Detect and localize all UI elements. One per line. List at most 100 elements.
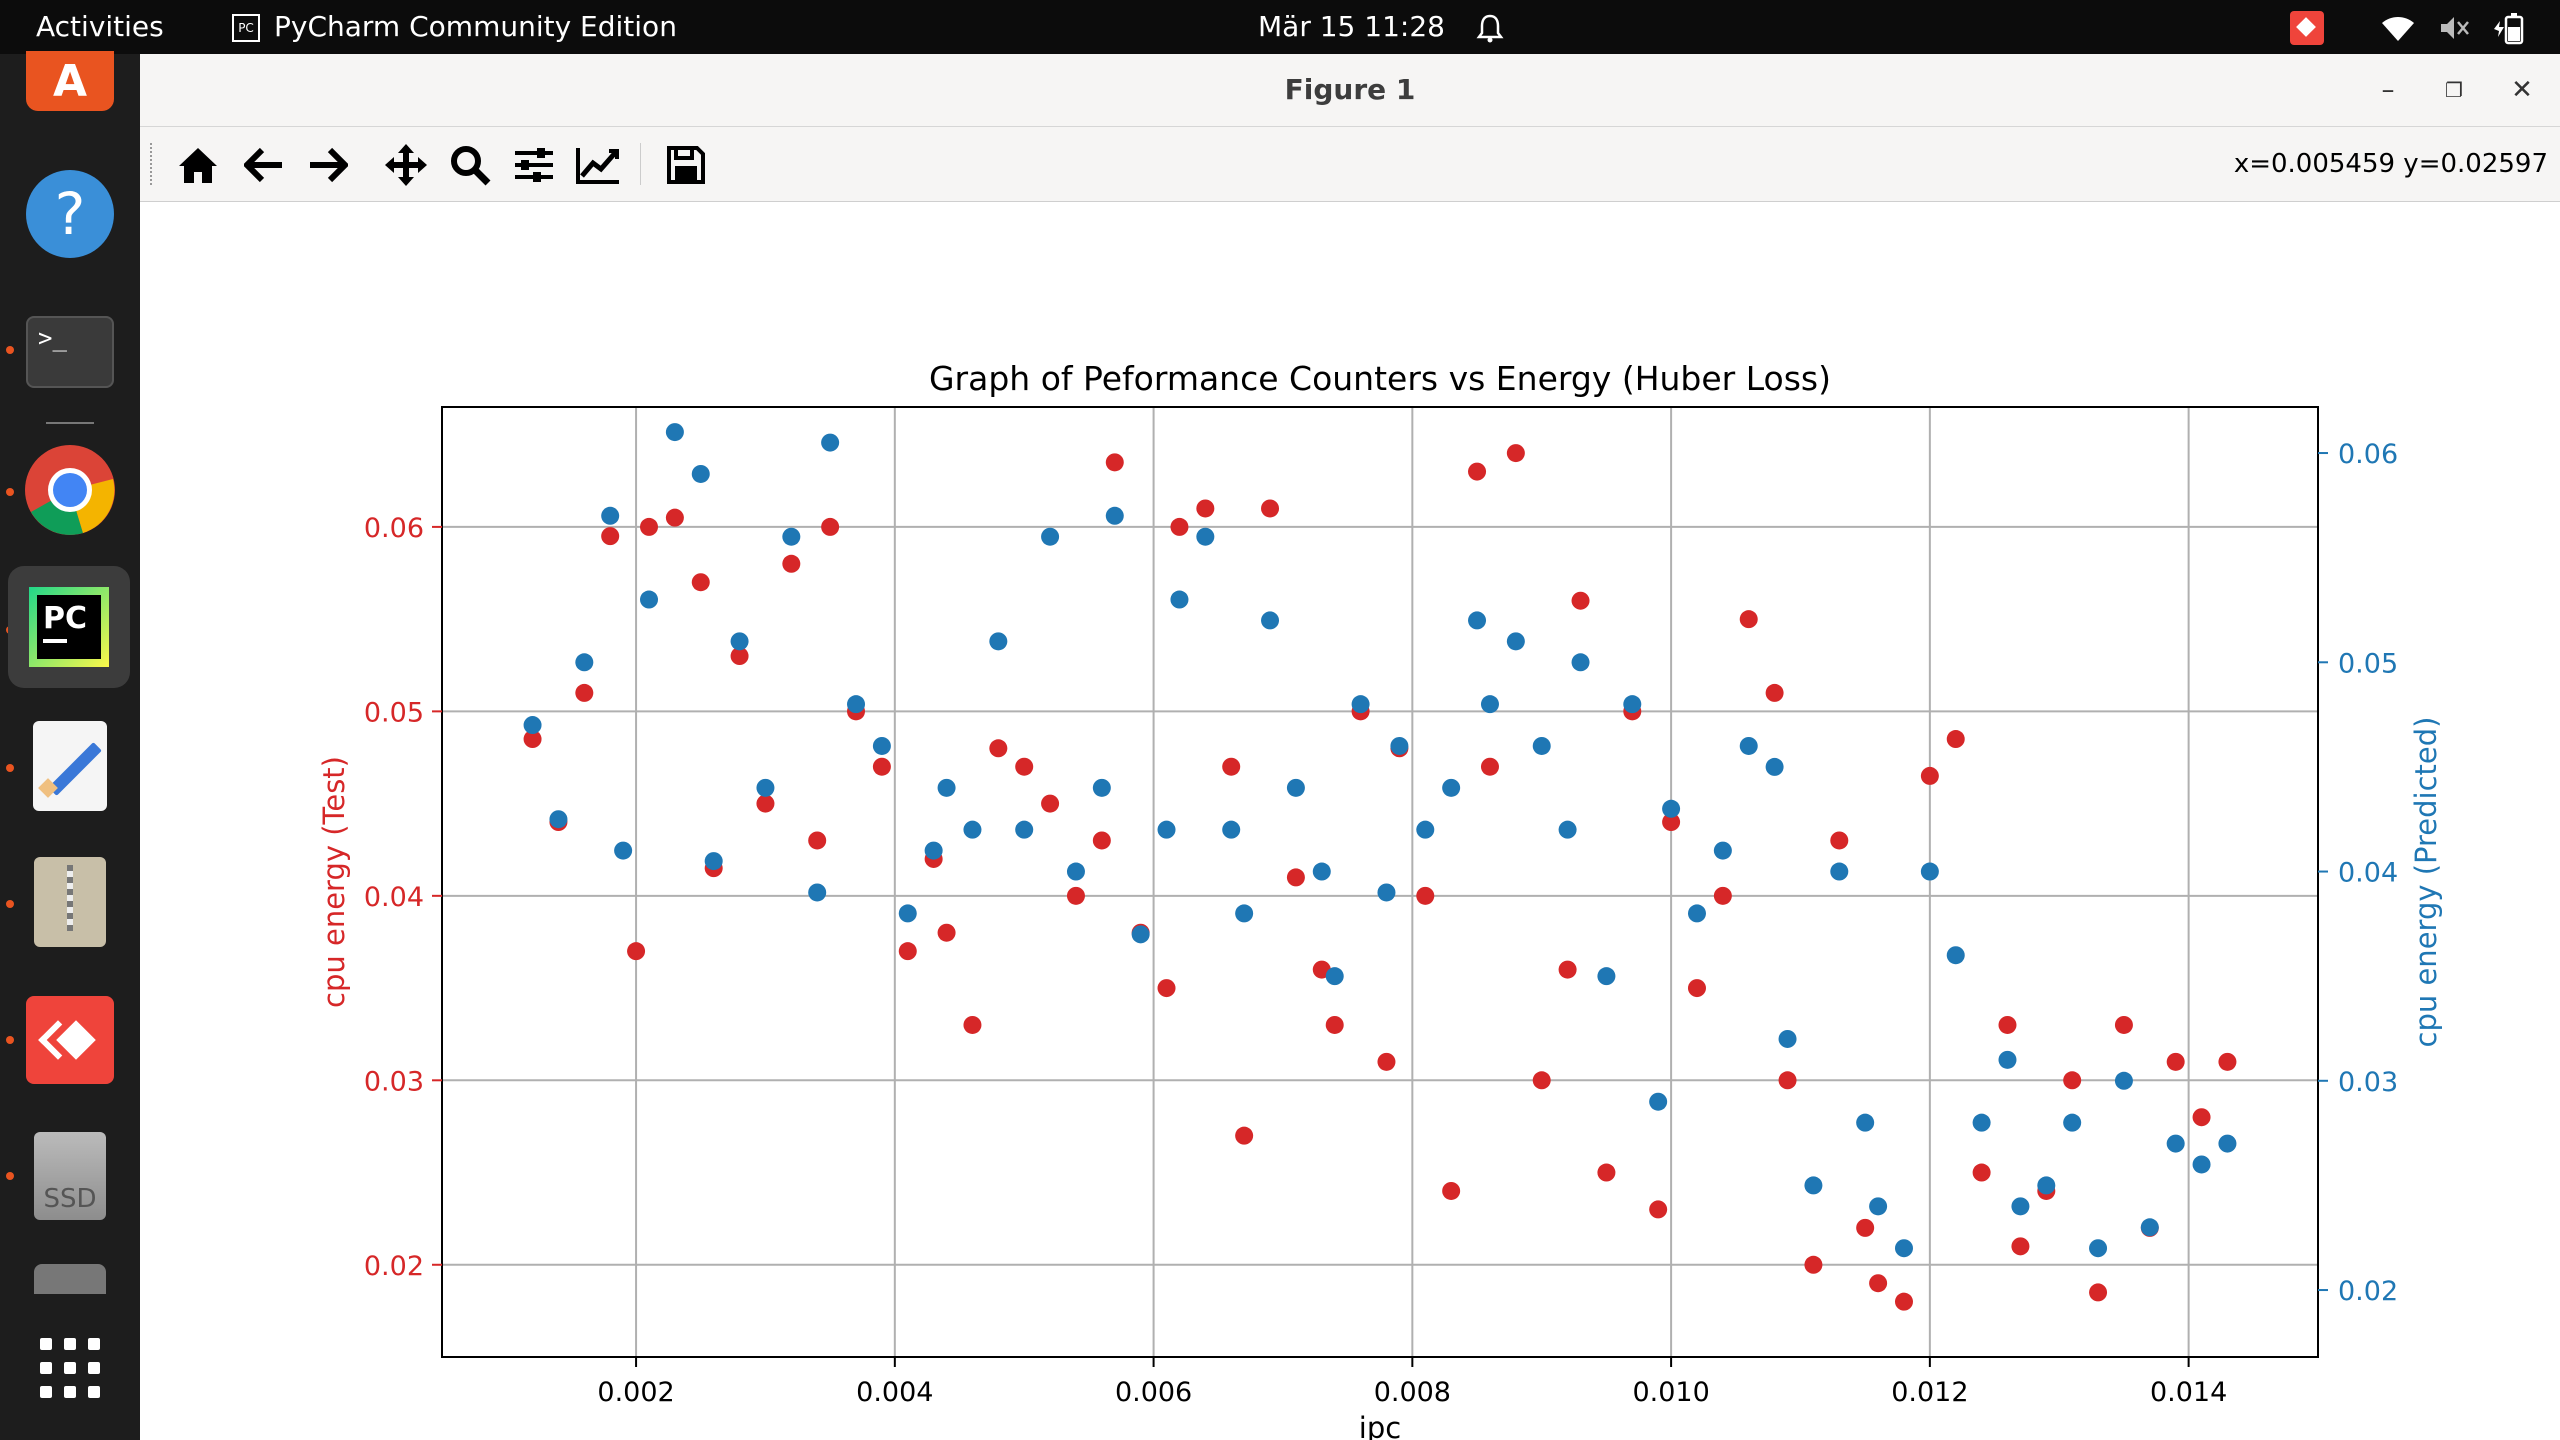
- pan-button[interactable]: [378, 137, 434, 193]
- volume-muted-icon[interactable]: [2438, 0, 2472, 54]
- test-point: [1222, 757, 1241, 776]
- activities-button[interactable]: Activities: [36, 10, 164, 43]
- predicted-point: [924, 841, 943, 860]
- test-point: [665, 508, 684, 527]
- clock[interactable]: Mär 15 11:28: [1258, 10, 1445, 43]
- test-point: [1325, 1015, 1344, 1034]
- configure-subplots-button[interactable]: [506, 137, 562, 193]
- dock-extra[interactable]: [22, 1264, 118, 1294]
- dock-terminal[interactable]: >_: [22, 304, 118, 400]
- cursor-coordinates: x=0.005459 y=0.02597: [2233, 149, 2548, 179]
- back-button[interactable]: [236, 137, 292, 193]
- predicted-point: [1830, 862, 1849, 881]
- bell-icon[interactable]: [1476, 0, 1504, 54]
- predicted-point: [2037, 1176, 2056, 1195]
- y-axis-label-left: cpu energy (Test): [317, 756, 351, 1008]
- dock-archive-manager[interactable]: [22, 854, 118, 950]
- maximize-button[interactable]: ❐: [2445, 78, 2463, 102]
- predicted-point: [1713, 841, 1732, 860]
- dock-help[interactable]: ?: [22, 166, 118, 262]
- drive-icon: [34, 1264, 106, 1294]
- text-editor-icon: [33, 721, 107, 811]
- ssd-running-dot: [6, 1172, 14, 1180]
- test-point: [640, 517, 659, 536]
- predicted-point: [963, 820, 982, 839]
- zoom-button[interactable]: [442, 137, 498, 193]
- editor-running-dot: [6, 764, 14, 772]
- test-point: [1972, 1163, 1991, 1182]
- test-point: [1235, 1126, 1254, 1145]
- predicted-point: [1131, 925, 1150, 944]
- predicted-point: [1894, 1239, 1913, 1258]
- x-tick-label: 0.010: [1632, 1377, 1709, 1408]
- edit-axis-button[interactable]: [570, 137, 626, 193]
- test-point: [1830, 831, 1849, 850]
- ssd-drive-icon: SSD: [34, 1132, 106, 1220]
- predicted-point: [1092, 778, 1111, 797]
- show-apps-button[interactable]: [22, 1320, 118, 1416]
- dock-software-center[interactable]: A: [22, 46, 118, 116]
- minimize-button[interactable]: –: [2381, 75, 2395, 105]
- line-chart-icon: [576, 148, 619, 184]
- forward-button[interactable]: [300, 137, 356, 193]
- x-tick-label: 0.012: [1891, 1377, 1968, 1408]
- test-point: [1157, 979, 1176, 998]
- title-bar[interactable]: Figure 1 – ❐ ✕: [140, 54, 2560, 127]
- close-button[interactable]: ✕: [2511, 75, 2533, 105]
- dock-anydesk[interactable]: [22, 992, 118, 1088]
- window-title: Figure 1: [1284, 73, 1416, 106]
- predicted-point: [691, 464, 710, 483]
- dock-pycharm[interactable]: PC: [8, 566, 130, 688]
- battery-icon[interactable]: [2492, 0, 2528, 54]
- app-menu[interactable]: PC PyCharm Community Edition: [232, 0, 677, 54]
- dock-text-editor[interactable]: [22, 718, 118, 814]
- predicted-point: [549, 810, 568, 829]
- plot-canvas[interactable]: 0.002 0.004 0.006 0.008 0.010 0.012 0.014 0.02…: [140, 202, 2560, 1440]
- x-axis-label: ipc: [1359, 1411, 1401, 1440]
- y-left-tick-label: 0.02: [364, 1251, 424, 1282]
- dock: A ? >_ PC: [0, 51, 140, 1440]
- home-button[interactable]: [170, 137, 226, 193]
- test-point: [1856, 1218, 1875, 1237]
- test-point: [1066, 886, 1085, 905]
- predicted-point: [1041, 527, 1060, 546]
- test-point: [1778, 1071, 1797, 1090]
- anydesk-tray-icon[interactable]: [2290, 0, 2324, 54]
- predicted-point: [2011, 1197, 2030, 1216]
- predicted-point: [704, 852, 723, 871]
- pycharm-icon: PC: [29, 587, 109, 667]
- test-point: [1894, 1292, 1913, 1311]
- y-left-tick-label: 0.05: [364, 697, 424, 728]
- y-right-tick-label: 0.02: [2338, 1276, 2398, 1307]
- predicted-point: [1286, 778, 1305, 797]
- test-point: [756, 794, 775, 813]
- move-arrows-icon: [385, 144, 427, 186]
- predicted-point: [1261, 611, 1280, 630]
- predicted-point: [989, 632, 1008, 651]
- predicted-point: [614, 841, 633, 860]
- test-point: [2218, 1052, 2237, 1071]
- predicted-point: [640, 590, 659, 609]
- test-point: [1092, 831, 1111, 850]
- y-ticks-left: 0.02 0.03 0.04 0.05 0.06: [364, 513, 442, 1282]
- test-point: [2192, 1108, 2211, 1127]
- predicted-point: [1468, 611, 1487, 630]
- sliders-icon: [515, 148, 553, 182]
- save-button[interactable]: [658, 137, 714, 193]
- wifi-icon[interactable]: [2380, 0, 2416, 54]
- dock-ssd-drive[interactable]: SSD: [22, 1128, 118, 1224]
- x-tick-label: 0.002: [597, 1377, 674, 1408]
- predicted-point: [2114, 1071, 2133, 1090]
- predicted-point: [1804, 1176, 1823, 1195]
- software-center-icon: A: [26, 51, 114, 111]
- toolbar-separator: [640, 143, 641, 185]
- predicted-point: [1222, 820, 1241, 839]
- predicted-point: [1532, 736, 1551, 755]
- dock-chrome[interactable]: [22, 442, 118, 538]
- predicted-point: [1196, 527, 1215, 546]
- axes-frame: [441, 406, 2319, 1358]
- test-scatter-series: [523, 444, 2237, 1311]
- test-point: [1377, 1052, 1396, 1071]
- app-name: PyCharm Community Edition: [274, 10, 677, 43]
- test-point: [1468, 462, 1487, 481]
